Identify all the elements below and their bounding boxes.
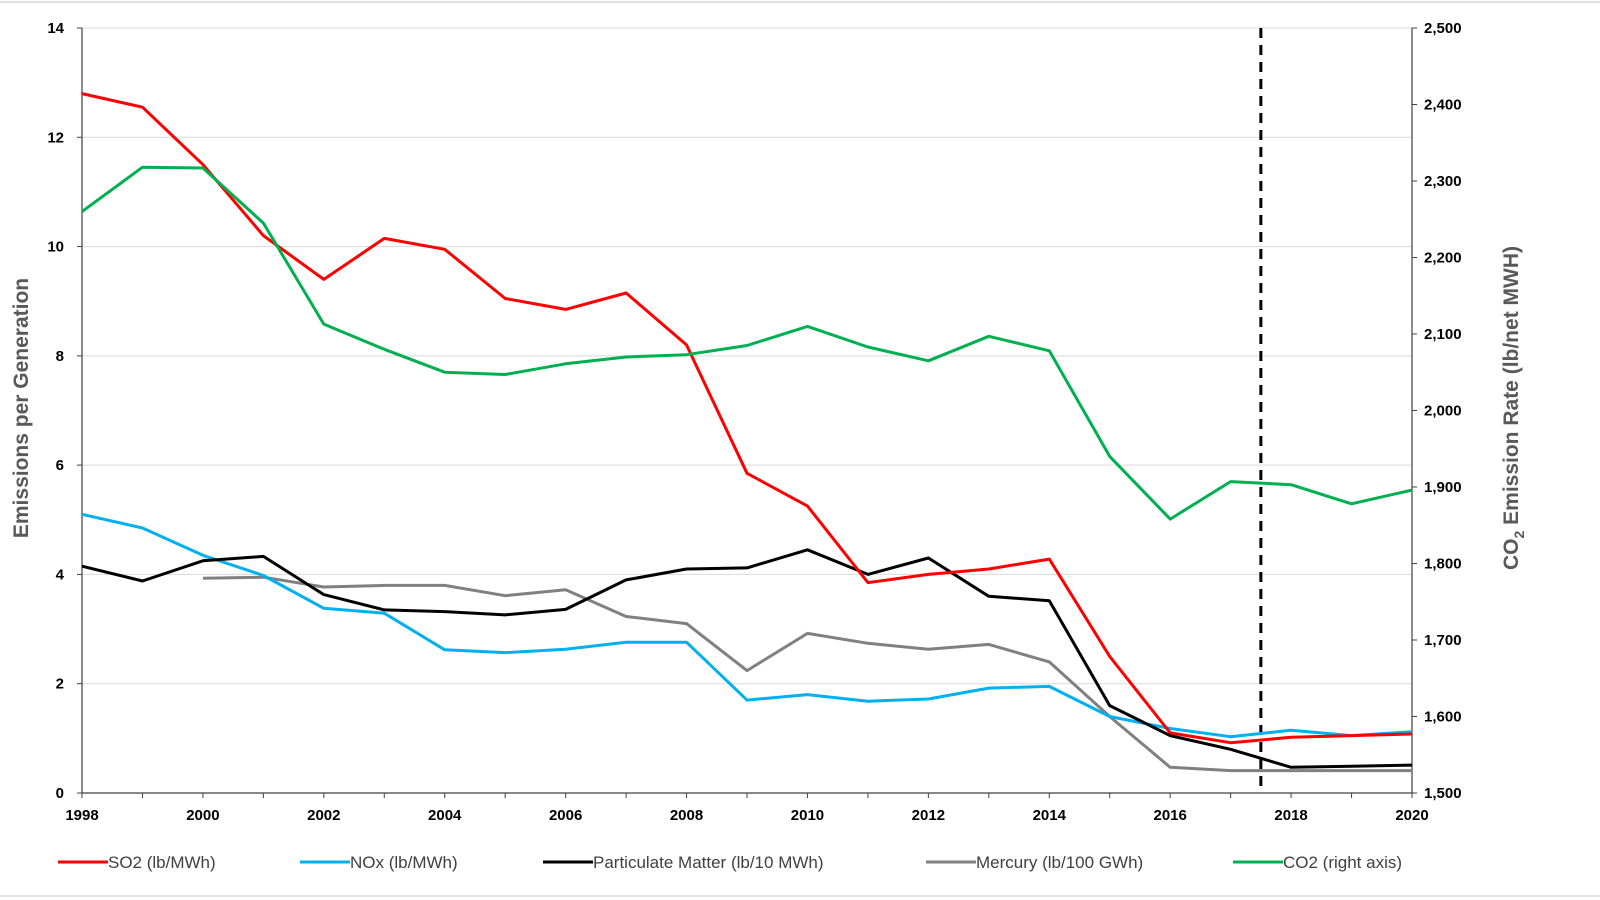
y-left-tick-label: 4 <box>56 566 65 583</box>
y-right-tick-label: 1,800 <box>1424 556 1462 573</box>
tick-labels: 0 2 4 6 8 10 12 14 1,500 1,600 1,700 1,800 1,900 2,00… <box>47 20 1461 824</box>
y-right-tick-label: 1,600 <box>1424 709 1462 726</box>
y-axis-right-title-suffix: Emission Rate (lb/net MWH) <box>1500 246 1523 531</box>
y-right-tick-label: 1,500 <box>1424 785 1462 802</box>
x-tick-label: 2006 <box>549 807 582 824</box>
y-left-tick-label: 2 <box>56 676 64 693</box>
y-axis-right-title-prefix: CO <box>1500 538 1523 570</box>
legend-label-mercury: Mercury (lb/100 GWh) <box>976 853 1143 872</box>
series-line-mercury <box>202 575 1412 773</box>
x-tick-label: 2004 <box>428 807 462 824</box>
x-tick-label: 2012 <box>912 807 945 824</box>
legend-label-so2: SO2 (lb/MWh) <box>108 853 216 872</box>
y-axis-right-title-sub: 2 <box>1511 530 1527 538</box>
series-line-so2 <box>81 92 1413 745</box>
gridlines <box>82 27 1412 685</box>
y-left-tick-label: 10 <box>47 239 64 256</box>
y-left-tick-label: 6 <box>56 457 64 474</box>
x-tick-label: 2018 <box>1274 807 1307 824</box>
y-right-tick-label: 1,900 <box>1424 479 1462 496</box>
y-right-tick-label: 2,500 <box>1424 20 1462 37</box>
legend-label-co2: CO2 (right axis) <box>1283 853 1402 872</box>
series-line-nox <box>81 512 1413 739</box>
y-axis-right-title: CO2 Emission Rate (lb/net MWH) <box>1500 246 1527 570</box>
x-tick-label: 2008 <box>670 807 703 824</box>
y-left-tick-label: 14 <box>47 20 64 37</box>
x-tick-label: 2010 <box>791 807 824 824</box>
y-right-tick-label: 2,400 <box>1424 97 1462 114</box>
y-right-tick-label: 1,700 <box>1424 632 1462 649</box>
x-tick-label: 1998 <box>65 807 98 824</box>
x-tick-label: 2016 <box>1153 807 1186 824</box>
y-right-tick-label: 2,200 <box>1424 250 1462 267</box>
legend-label-particulate: Particulate Matter (lb/10 MWh) <box>593 853 824 872</box>
series-line-particulate <box>81 548 1413 769</box>
x-tick-label: 2014 <box>1033 807 1067 824</box>
y-right-tick-label: 2,000 <box>1424 403 1462 420</box>
x-tick-label: 2002 <box>307 807 340 824</box>
y-axis-left-title: Emissions per Generation <box>10 278 33 538</box>
x-tick-label: 2000 <box>186 807 219 824</box>
y-left-tick-label: 0 <box>56 785 64 802</box>
x-tick-label: 2020 <box>1395 807 1428 824</box>
legend-label-nox: NOx (lb/MWh) <box>350 853 458 872</box>
axes <box>77 27 1417 798</box>
series-line-co2 <box>81 165 1413 521</box>
series-lines <box>81 28 1413 793</box>
y-right-tick-label: 2,300 <box>1424 173 1462 190</box>
y-left-tick-label: 8 <box>56 348 64 365</box>
legend: SO2 (lb/MWh) NOx (lb/MWh) Particulate Matt… <box>58 853 1402 872</box>
y-right-tick-label: 2,100 <box>1424 326 1462 343</box>
y-left-tick-label: 12 <box>47 129 64 146</box>
